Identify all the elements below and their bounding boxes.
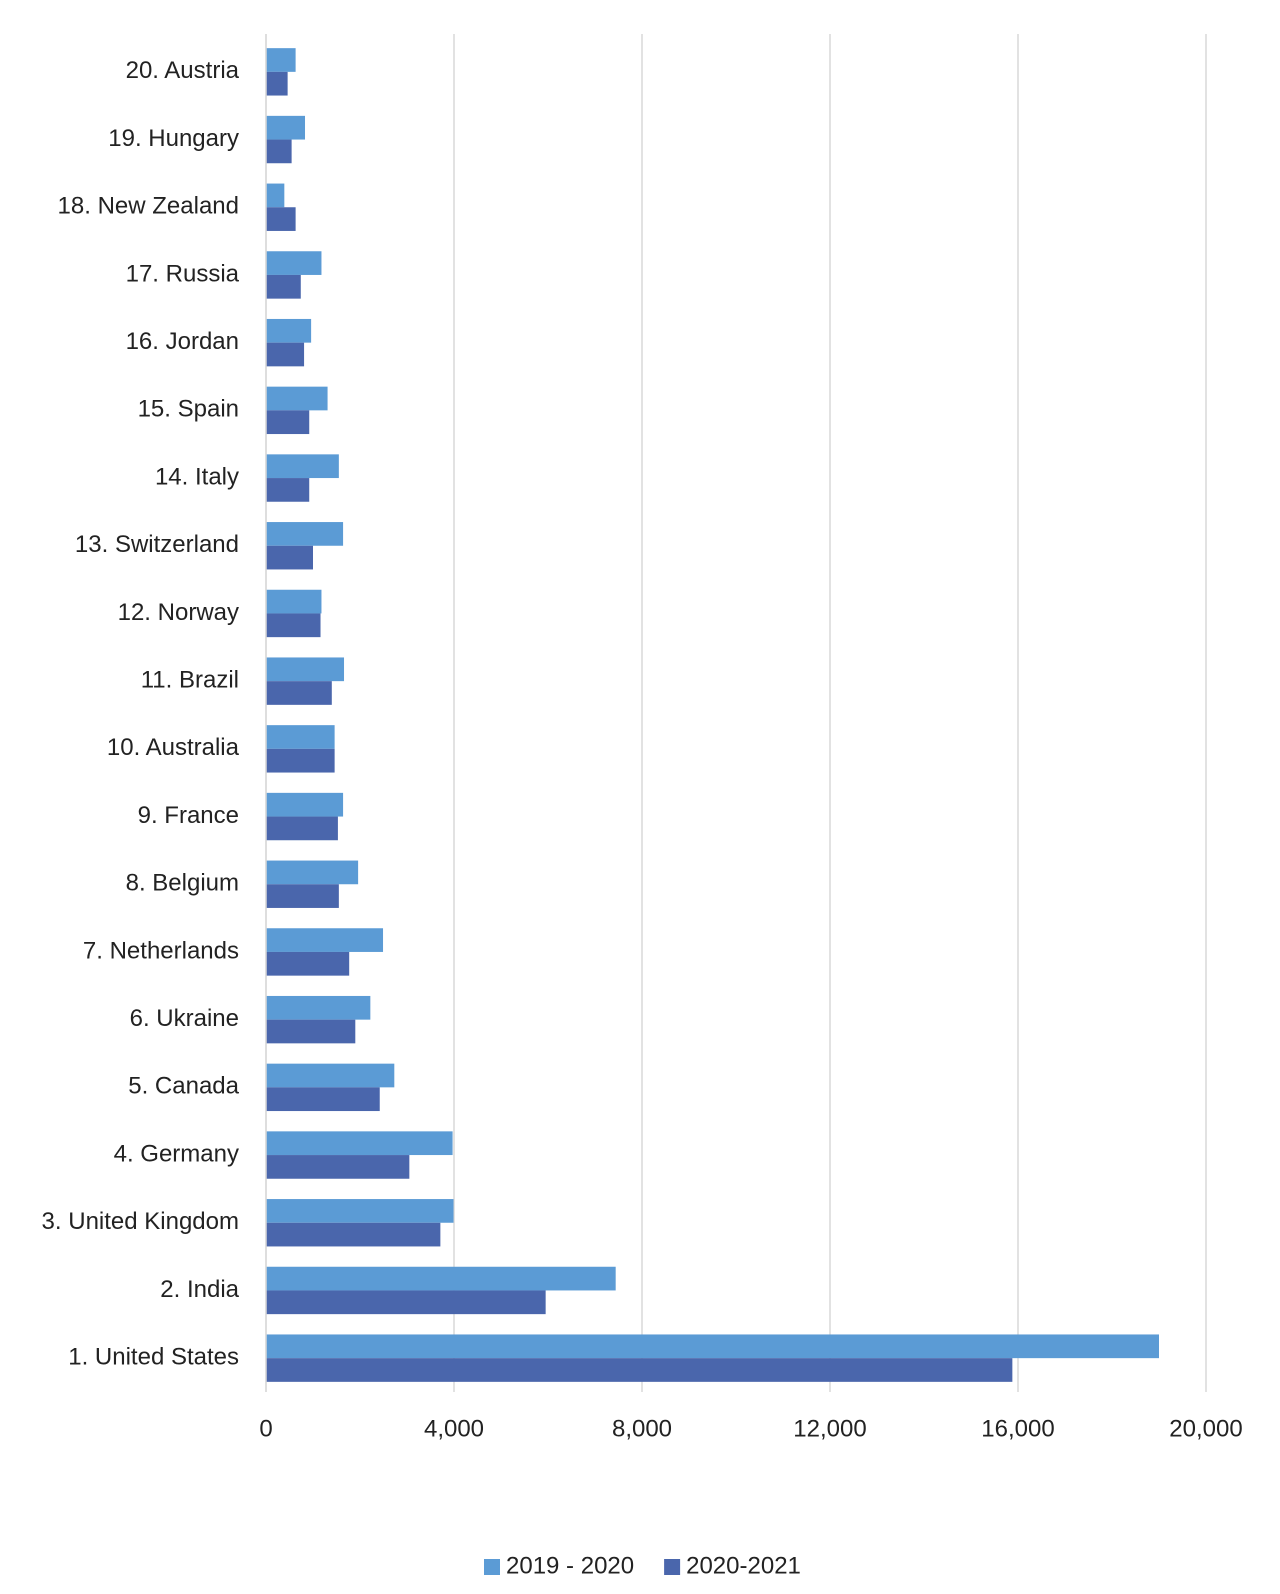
- bar: [266, 1290, 546, 1315]
- bar: [266, 251, 322, 275]
- legend-swatch: [484, 1559, 500, 1575]
- bar: [266, 183, 285, 208]
- bar: [266, 725, 335, 749]
- y-tick-label: 16. Jordan: [126, 328, 239, 355]
- bar: [266, 589, 322, 614]
- y-tick-label: 18. New Zealand: [58, 193, 239, 220]
- bar: [266, 1131, 453, 1156]
- legend-label: 2019 - 2020: [506, 1552, 634, 1579]
- y-tick-label: 6. Ukraine: [130, 1005, 239, 1032]
- bar: [266, 1358, 1013, 1382]
- y-tick-label: 10. Australia: [107, 734, 240, 761]
- bar: [266, 48, 296, 72]
- bar: [266, 71, 288, 96]
- x-tick-label: 4,000: [424, 1415, 484, 1442]
- legend-swatch: [664, 1559, 681, 1575]
- bar: [266, 478, 310, 502]
- bar: [266, 1199, 454, 1223]
- bar: [266, 1266, 616, 1291]
- bar: [266, 386, 328, 411]
- bar: [266, 1222, 441, 1247]
- bar: [266, 454, 339, 479]
- bar: [266, 274, 301, 299]
- bar: [266, 995, 371, 1020]
- y-tick-label: 19. Hungary: [108, 125, 239, 152]
- y-tick-label: 8. Belgium: [126, 870, 239, 897]
- x-tick-label: 0: [259, 1415, 272, 1442]
- x-tick-label: 16,000: [981, 1415, 1054, 1442]
- bar: [266, 545, 313, 570]
- x-tick-label: 20,000: [1169, 1415, 1242, 1442]
- bar: [266, 342, 305, 367]
- y-tick-label: 13. Switzerland: [75, 531, 239, 558]
- bar: [266, 748, 335, 773]
- bar: [266, 1155, 410, 1179]
- x-tick-label: 12,000: [793, 1415, 866, 1442]
- y-tick-label: 14. Italy: [155, 463, 239, 490]
- bar: [266, 816, 338, 841]
- y-tick-label: 20. Austria: [126, 57, 240, 84]
- bar: [266, 522, 344, 546]
- bar: [266, 951, 350, 976]
- bar: [266, 1019, 356, 1044]
- bar: [266, 681, 332, 705]
- bar: [266, 928, 384, 952]
- y-tick-label: 5. Canada: [128, 1073, 239, 1100]
- bar: [266, 884, 339, 908]
- bar: [266, 860, 359, 885]
- bar: [266, 115, 306, 140]
- y-tick-label: 4. Germany: [114, 1140, 239, 1167]
- bar: [266, 657, 345, 682]
- y-tick-label: 15. Spain: [138, 396, 239, 423]
- x-tick-label: 8,000: [612, 1415, 672, 1442]
- legend-label: 2020-2021: [686, 1552, 801, 1579]
- bar: [266, 1334, 1159, 1359]
- bar: [266, 139, 292, 164]
- y-tick-label: 11. Brazil: [141, 666, 239, 693]
- bar: [266, 1063, 395, 1088]
- y-tick-label: 2. India: [160, 1276, 239, 1303]
- y-tick-label: 3. United Kingdom: [42, 1208, 239, 1235]
- bar: [266, 792, 344, 817]
- bar: [266, 207, 296, 231]
- y-tick-label: 12. Norway: [118, 599, 239, 626]
- bar: [266, 410, 310, 435]
- y-tick-label: 1. United States: [68, 1343, 239, 1370]
- bar: [266, 613, 321, 638]
- y-tick-label: 17. Russia: [126, 260, 240, 287]
- y-tick-label: 9. France: [138, 802, 239, 829]
- bar: [266, 1087, 380, 1112]
- bar: [266, 318, 312, 343]
- y-tick-label: 7. Netherlands: [83, 937, 239, 964]
